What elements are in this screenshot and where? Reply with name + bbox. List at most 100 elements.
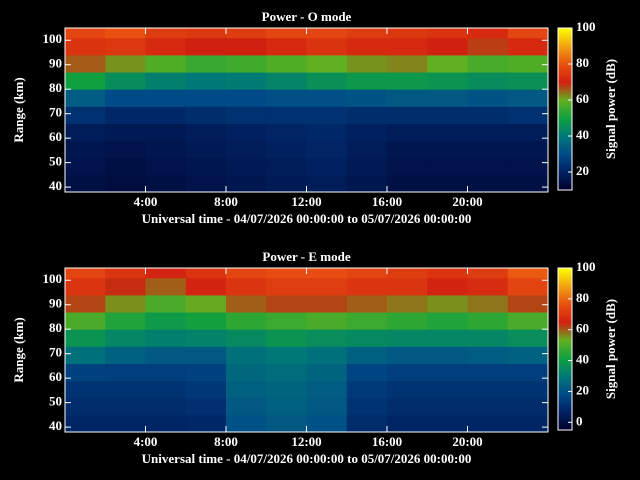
colorbar-swatch	[558, 306, 572, 309]
heatmap-cell	[427, 294, 468, 313]
colorbar-swatch	[558, 121, 572, 124]
heatmap-cell	[105, 106, 146, 124]
heatmap-cell	[105, 157, 146, 176]
colorbar-swatch	[558, 381, 572, 384]
chart-title: Power - E mode	[262, 249, 350, 264]
heatmap-cell	[105, 294, 146, 313]
heatmap-cell	[387, 380, 428, 399]
heatmap-cell	[507, 123, 549, 142]
heatmap-cell	[346, 106, 388, 124]
y-tick-label: 70	[49, 105, 62, 120]
colorbar-swatch	[558, 139, 572, 142]
y-axis-label: Range (km)	[11, 77, 26, 142]
colorbar-swatch	[558, 113, 572, 116]
colorbar-swatch	[558, 346, 572, 350]
heatmap-cell	[105, 414, 146, 433]
colorbar-swatch	[558, 334, 572, 338]
heatmap-cell	[387, 37, 428, 56]
x-tick-label: 20:00	[452, 434, 482, 449]
colorbar-swatch	[558, 173, 572, 177]
heatmap-cell	[105, 268, 146, 279]
colorbar-tick-label: 100	[576, 259, 596, 274]
colorbar-swatch	[558, 375, 572, 378]
heatmap-cell	[306, 28, 348, 39]
colorbar-swatch	[558, 365, 572, 368]
colorbar-swatch	[558, 379, 572, 382]
heatmap-cell	[467, 329, 509, 347]
colorbar-swatch	[558, 90, 572, 94]
heatmap-cell	[105, 380, 146, 399]
colorbar-swatch	[558, 405, 572, 409]
heatmap-cell	[185, 157, 227, 176]
heatmap-cell	[427, 312, 468, 330]
colorbar-swatch	[558, 355, 572, 358]
heatmap-cell	[467, 346, 509, 364]
heatmap-cell	[65, 414, 106, 433]
y-tick-label: 50	[49, 394, 62, 409]
heatmap-cell	[266, 277, 307, 296]
heatmap-cell	[65, 174, 106, 193]
heatmap-cell	[387, 397, 428, 416]
heatmap-cell	[145, 28, 187, 39]
heatmap-cell	[507, 106, 549, 124]
colorbar-swatch	[558, 80, 572, 84]
heatmap-cell	[226, 123, 267, 142]
heatmap-cell	[306, 106, 348, 124]
heatmap-cell	[387, 106, 428, 124]
colorbar-swatch	[558, 288, 572, 291]
heatmap-cell	[266, 28, 307, 39]
colorbar-swatch	[558, 274, 572, 277]
heatmap-cell	[507, 157, 549, 176]
heatmap-cell	[507, 72, 549, 90]
colorbar-swatch	[558, 316, 572, 320]
x-tick-label: 8:00	[214, 434, 238, 449]
colorbar-swatch	[558, 290, 572, 293]
heatmap-cell	[427, 268, 468, 279]
heatmap-cell	[266, 89, 307, 107]
colorbar-swatch	[558, 96, 572, 100]
colorbar-tick-label: 40	[576, 352, 589, 367]
colorbar-swatch	[558, 167, 572, 171]
heatmap-cell	[185, 72, 227, 90]
heatmap-cell	[226, 140, 267, 159]
heatmap-cell	[145, 54, 187, 73]
heatmap-cell	[185, 54, 227, 73]
heatmap-cell	[145, 37, 187, 56]
heatmap-cell	[346, 174, 388, 193]
heatmap-cell	[226, 28, 267, 39]
y-tick-label: 80	[49, 320, 62, 335]
heatmap-cell	[105, 140, 146, 159]
colorbar-swatch	[558, 367, 572, 370]
heatmap-cell	[427, 72, 468, 90]
colorbar-swatch	[558, 131, 572, 134]
heatmap-cell	[306, 174, 348, 193]
y-tick-label: 60	[49, 369, 62, 384]
heatmap-cell	[226, 89, 267, 107]
colorbar-swatch	[558, 387, 572, 390]
heatmap-cell	[346, 380, 388, 399]
heatmap-cell	[266, 72, 307, 90]
colorbar-swatch	[558, 336, 572, 340]
colorbar-swatch	[558, 32, 572, 35]
colorbar-swatch	[558, 393, 572, 397]
heatmap-cell	[145, 268, 187, 279]
colorbar-swatch	[558, 373, 572, 376]
colorbar-swatch	[558, 159, 572, 163]
colorbar-tick-label: 0	[576, 413, 583, 428]
colorbar-swatch	[558, 292, 572, 295]
heatmap-cell	[185, 268, 227, 279]
heatmap-cell	[185, 346, 227, 364]
colorbar-swatch	[558, 371, 572, 374]
colorbar-swatch	[558, 52, 572, 55]
heatmap-cell	[507, 414, 549, 433]
heatmap-cell	[226, 106, 267, 124]
colorbar-swatch	[558, 169, 572, 173]
colorbar-swatch	[558, 104, 572, 108]
colorbar-swatch	[558, 403, 572, 407]
colorbar-swatch	[558, 342, 572, 346]
heatmap-cell	[145, 397, 187, 416]
heatmap-cell	[427, 157, 468, 176]
heatmap-cell	[467, 397, 509, 416]
heatmap-cell	[105, 37, 146, 56]
y-tick-label: 50	[49, 154, 62, 169]
